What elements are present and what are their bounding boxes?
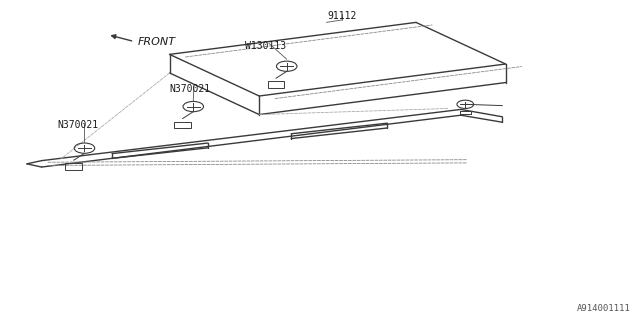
Bar [65,163,82,170]
Bar [174,122,191,128]
Text: W130113: W130113 [245,41,286,51]
Text: N370021: N370021 [58,120,99,130]
Text: A914001111: A914001111 [577,304,630,313]
Text: 91112: 91112 [328,11,357,21]
Text: FRONT: FRONT [138,36,175,47]
Text: N370021: N370021 [170,84,211,94]
Bar [268,81,284,88]
